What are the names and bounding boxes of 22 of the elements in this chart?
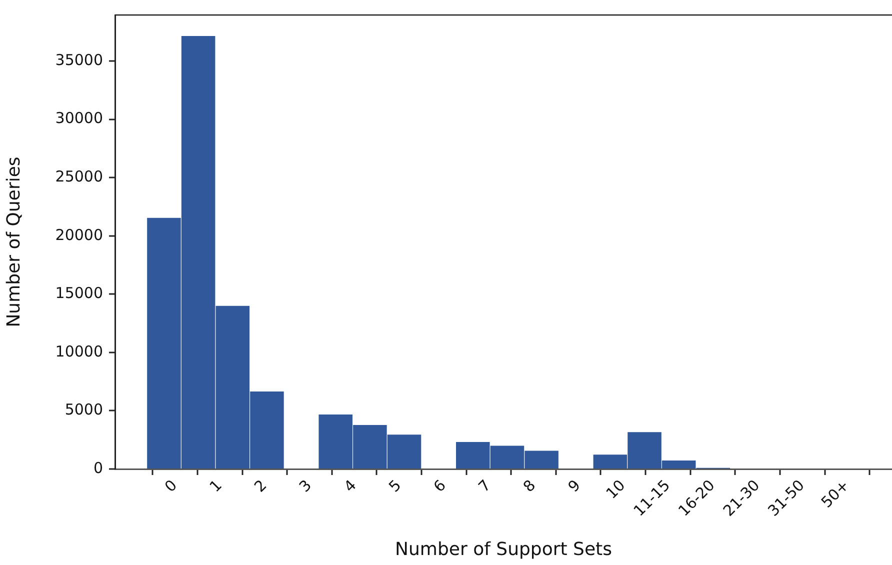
y-axis-title: Number of Queries: [3, 156, 24, 328]
x-tick-label: 5: [385, 476, 405, 496]
y-tick-label: 30000: [55, 109, 103, 128]
x-tick-label: 9: [564, 476, 584, 496]
x-tick-label: 7: [474, 476, 494, 496]
x-tick-label: 50+: [818, 476, 853, 512]
y-tick-label: 5000: [64, 400, 103, 419]
x-tick-label: 0: [161, 476, 181, 496]
x-tick-label: 8: [520, 476, 540, 496]
y-tick-label: 10000: [55, 342, 103, 360]
x-axis-title: Number of Support Sets: [395, 538, 612, 560]
y-tick-label: 35000: [55, 50, 103, 69]
x-tick-label: 10: [602, 476, 629, 502]
y-tick-label: 20000: [55, 226, 103, 244]
x-tick-label: 2: [250, 476, 270, 496]
x-tick-label: 3: [296, 476, 316, 496]
y-tick-label: 25000: [55, 167, 103, 186]
y-tick-label: 0: [93, 458, 103, 477]
x-tick-label: 4: [340, 476, 360, 496]
y-tick-label: 15000: [55, 284, 103, 302]
x-tick-label: 1: [206, 476, 226, 496]
x-tick-label: 6: [430, 476, 450, 496]
